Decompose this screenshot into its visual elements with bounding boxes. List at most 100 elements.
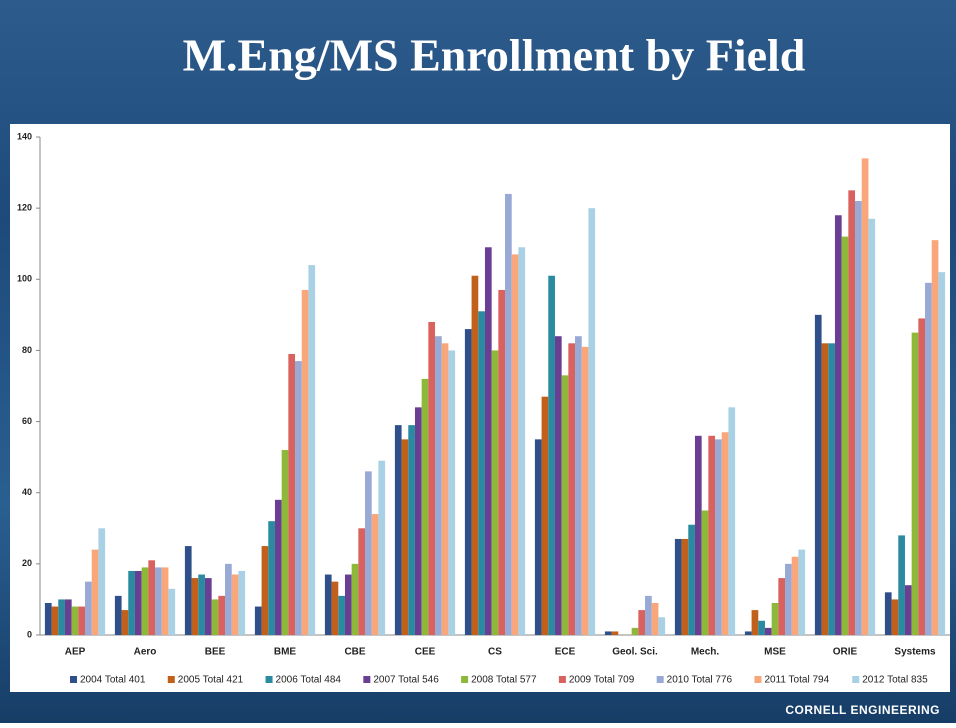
bar xyxy=(358,528,366,635)
bar xyxy=(408,425,415,635)
legend-swatch xyxy=(754,676,762,683)
bar xyxy=(651,602,659,635)
legend-label: 2004 Total 401 xyxy=(80,675,146,686)
bar xyxy=(121,610,129,635)
x-tick-label: CS xyxy=(488,647,502,658)
x-tick-label: CEE xyxy=(415,647,436,658)
x-tick-label: AEP xyxy=(65,647,86,658)
bar xyxy=(708,435,716,635)
bar xyxy=(78,606,86,635)
bar xyxy=(441,343,449,635)
bar xyxy=(184,546,192,635)
bar xyxy=(414,407,422,635)
bar xyxy=(225,563,232,635)
bar xyxy=(198,574,205,635)
bar xyxy=(938,272,946,635)
bar xyxy=(58,599,65,635)
bar xyxy=(155,567,162,635)
bar xyxy=(681,538,689,635)
bar xyxy=(751,610,759,635)
bar xyxy=(694,435,702,635)
bar xyxy=(638,610,646,635)
bar xyxy=(161,567,169,635)
bar xyxy=(484,247,492,635)
bar xyxy=(834,215,842,635)
bar xyxy=(471,275,479,635)
bar xyxy=(218,595,226,635)
bar xyxy=(861,158,869,636)
bar xyxy=(891,599,899,635)
bar xyxy=(148,560,156,635)
bar xyxy=(378,460,386,635)
y-tick-label: 140 xyxy=(17,131,32,141)
bar xyxy=(674,538,682,635)
bar xyxy=(281,450,289,635)
bar xyxy=(128,570,135,635)
bar xyxy=(534,439,542,635)
bar xyxy=(764,627,772,635)
bar xyxy=(581,346,589,635)
bar xyxy=(548,275,555,635)
x-tick-label: ECE xyxy=(555,647,576,658)
bar xyxy=(268,521,275,635)
bar xyxy=(758,620,765,635)
legend-label: 2008 Total 577 xyxy=(471,675,537,686)
bar xyxy=(798,549,806,635)
legend-swatch xyxy=(70,676,77,683)
x-tick-label: CBE xyxy=(344,647,365,658)
legend-label: 2006 Total 484 xyxy=(276,675,342,686)
bar xyxy=(204,578,212,635)
bar xyxy=(631,627,639,635)
bar xyxy=(338,595,345,635)
bar xyxy=(365,471,372,635)
bar xyxy=(911,332,919,635)
bar xyxy=(301,289,309,635)
bar xyxy=(511,254,519,635)
bar xyxy=(238,570,246,635)
bar xyxy=(371,514,379,635)
bar xyxy=(588,208,596,635)
bar xyxy=(308,265,316,635)
bar xyxy=(611,631,619,635)
bar xyxy=(498,289,506,635)
legend-label: 2011 Total 794 xyxy=(764,675,829,686)
bar xyxy=(518,247,526,635)
legend-swatch xyxy=(656,676,664,683)
bar xyxy=(134,570,142,635)
bar xyxy=(848,190,856,635)
bar xyxy=(658,617,666,635)
x-tick-label: Mech. xyxy=(691,647,720,658)
bar xyxy=(785,563,792,635)
bar xyxy=(688,524,695,635)
bar xyxy=(478,311,485,635)
bar xyxy=(884,592,892,635)
legend-label: 2012 Total 835 xyxy=(862,675,928,686)
bar xyxy=(274,499,282,635)
y-tick-label: 80 xyxy=(22,345,32,355)
bar xyxy=(715,439,722,635)
bar xyxy=(541,396,549,635)
bar xyxy=(931,240,939,635)
bar xyxy=(771,602,779,635)
bar xyxy=(254,606,262,635)
bar xyxy=(51,606,59,635)
bar xyxy=(351,563,359,635)
bar xyxy=(435,336,442,635)
bar xyxy=(721,432,729,635)
bar xyxy=(428,321,436,635)
bar xyxy=(85,581,92,635)
bar xyxy=(344,574,352,635)
legend-label: 2007 Total 546 xyxy=(373,675,439,686)
x-tick-label: BEE xyxy=(205,647,226,658)
legend-swatch xyxy=(265,676,273,683)
legend-swatch xyxy=(461,676,469,683)
bar xyxy=(64,599,72,635)
bar xyxy=(448,350,456,635)
bar xyxy=(568,343,576,635)
legend-label: 2010 Total 776 xyxy=(667,675,733,686)
bar xyxy=(645,595,652,635)
bar xyxy=(71,606,79,635)
bar xyxy=(331,581,339,635)
